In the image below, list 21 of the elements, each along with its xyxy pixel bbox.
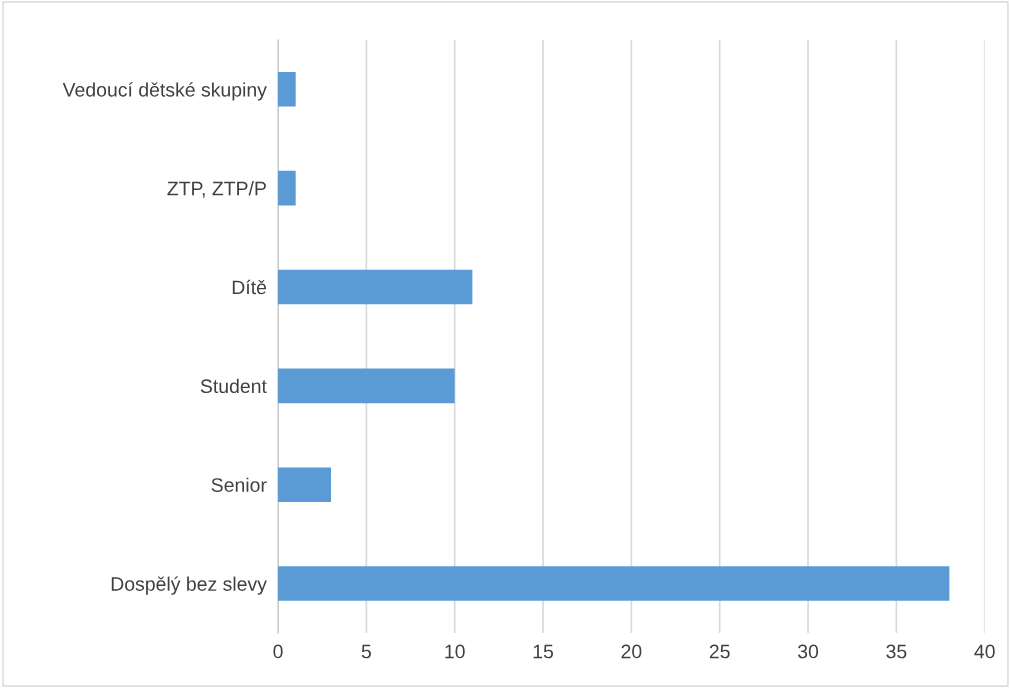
x-tick-label: 30 — [797, 644, 819, 659]
bar — [278, 72, 296, 107]
bar — [278, 467, 332, 502]
bar — [278, 269, 473, 305]
x-tick-label: 5 — [361, 644, 371, 659]
x-tick-label: 0 — [273, 644, 283, 659]
x-tick-label: 15 — [533, 644, 554, 659]
x-tick-label: 20 — [621, 644, 642, 659]
y-tick-label: Senior — [211, 477, 267, 492]
bar — [278, 566, 950, 601]
bar — [278, 368, 455, 404]
y-tick-label: Dítě — [232, 279, 267, 295]
x-tick-label: 25 — [709, 644, 730, 659]
y-tick-label: Student — [200, 378, 267, 394]
x-tick-label: 40 — [974, 644, 995, 659]
y-tick-label: ZTP, ZTP/P — [167, 181, 266, 198]
x-tick-label: 35 — [886, 644, 907, 659]
y-tick-label: Dospělý bez slevy — [111, 576, 267, 595]
y-tick-label: Vedoucí dětské skupiny — [62, 82, 267, 101]
bar — [278, 170, 296, 206]
x-tick-label: 10 — [445, 644, 465, 659]
